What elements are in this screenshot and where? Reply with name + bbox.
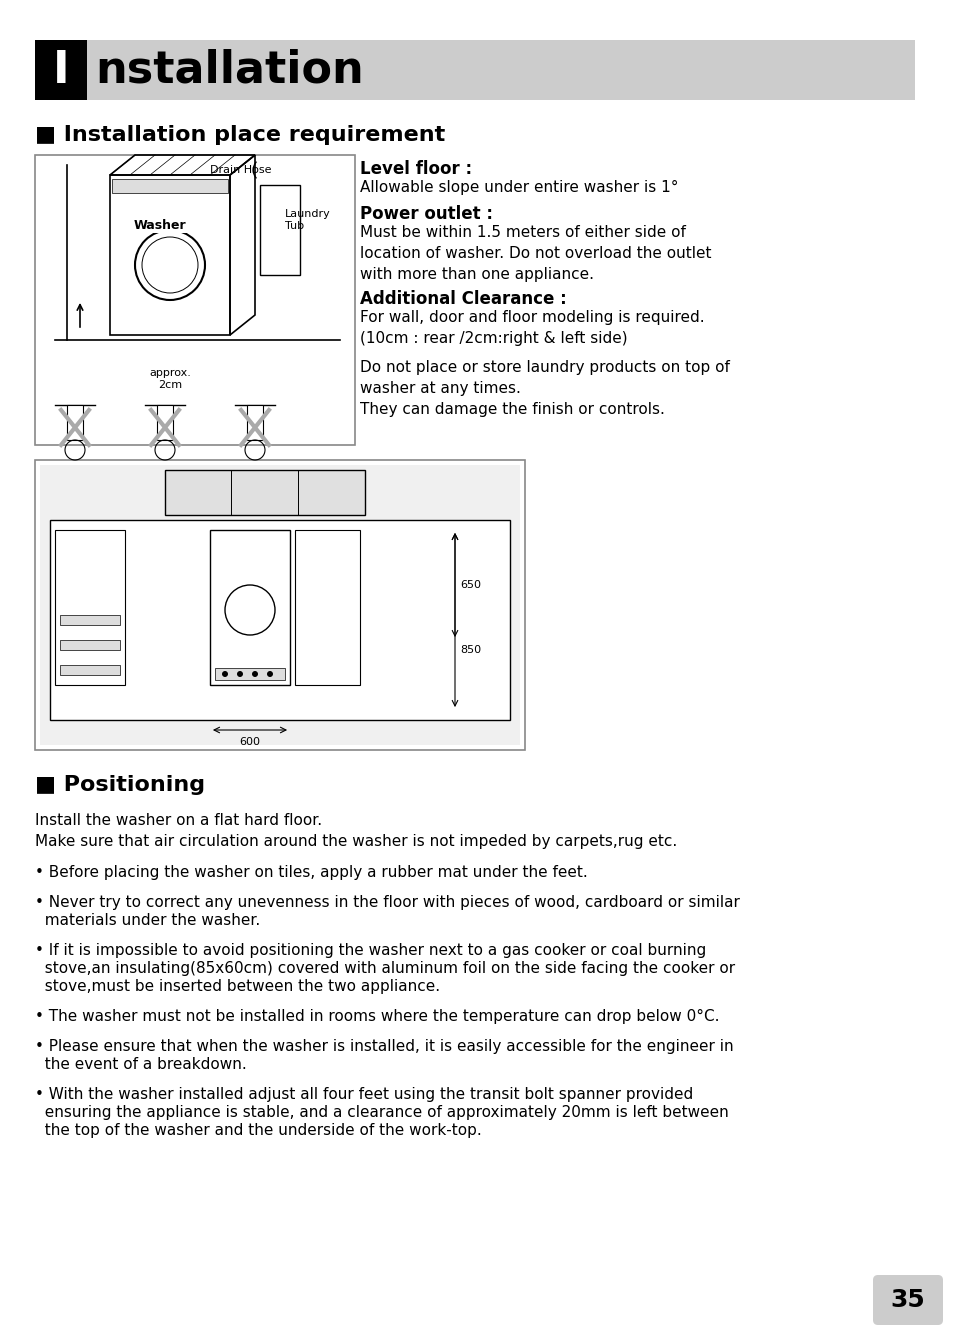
Text: 600: 600	[239, 737, 260, 747]
Text: • With the washer installed adjust all four feet using the transit bolt spanner : • With the washer installed adjust all f…	[35, 1088, 693, 1102]
Text: ■ Installation place requirement: ■ Installation place requirement	[35, 126, 445, 146]
Text: Level floor :: Level floor :	[359, 160, 472, 178]
Text: Additional Clearance :: Additional Clearance :	[359, 290, 566, 309]
Text: stove,must be inserted between the two appliance.: stove,must be inserted between the two a…	[35, 979, 439, 994]
Text: Install the washer on a flat hard floor.
Make sure that air circulation around t: Install the washer on a flat hard floor.…	[35, 814, 677, 848]
Bar	[210, 530, 290, 685]
Text: 850: 850	[459, 645, 480, 655]
Bar	[40, 465, 519, 745]
Text: Must be within 1.5 meters of either side of
location of washer. Do not overload : Must be within 1.5 meters of either side…	[359, 224, 711, 282]
Text: Power outlet :: Power outlet :	[359, 204, 493, 223]
FancyBboxPatch shape	[35, 40, 87, 100]
Text: I: I	[52, 48, 70, 91]
Text: Do not place or store laundry products on top of
washer at any times.
They can d: Do not place or store laundry products o…	[359, 359, 729, 417]
Circle shape	[267, 671, 273, 677]
Bar	[247, 405, 263, 440]
Bar	[60, 640, 120, 651]
Bar	[157, 405, 172, 440]
Text: 35: 35	[890, 1288, 924, 1312]
Bar	[35, 155, 355, 445]
Bar	[55, 530, 125, 685]
Text: approx.
2cm: approx. 2cm	[149, 367, 191, 390]
Text: the event of a breakdown.: the event of a breakdown.	[35, 1057, 247, 1071]
Text: Allowable slope under entire washer is 1°: Allowable slope under entire washer is 1…	[359, 180, 678, 195]
Text: materials under the washer.: materials under the washer.	[35, 912, 260, 929]
Text: the top of the washer and the underside of the work-top.: the top of the washer and the underside …	[35, 1124, 481, 1138]
Text: • Please ensure that when the washer is installed, it is easily accessible for t: • Please ensure that when the washer is …	[35, 1039, 733, 1054]
Circle shape	[222, 671, 228, 677]
Text: ■ Positioning: ■ Positioning	[35, 775, 205, 795]
Text: stove,an insulating(85x60cm) covered with aluminum foil on the side facing the c: stove,an insulating(85x60cm) covered wit…	[35, 961, 735, 977]
Text: • The washer must not be installed in rooms where the temperature can drop below: • The washer must not be installed in ro…	[35, 1009, 719, 1023]
Text: 650: 650	[459, 580, 480, 591]
Bar	[294, 530, 359, 685]
Bar	[260, 184, 299, 275]
Bar	[35, 460, 524, 749]
FancyBboxPatch shape	[872, 1275, 942, 1325]
FancyBboxPatch shape	[35, 40, 914, 100]
Text: Laundry
Tub: Laundry Tub	[285, 210, 331, 231]
Text: ensuring the appliance is stable, and a clearance of approximately 20mm is left : ensuring the appliance is stable, and a …	[35, 1105, 728, 1120]
Bar	[60, 615, 120, 625]
Bar	[67, 405, 83, 440]
Text: Washer: Washer	[133, 219, 186, 231]
Text: For wall, door and floor modeling is required.
(10cm : rear /2cm:right & left si: For wall, door and floor modeling is req…	[359, 310, 704, 346]
Text: • If it is impossible to avoid positioning the washer next to a gas cooker or co: • If it is impossible to avoid positioni…	[35, 943, 705, 958]
Text: • Never try to correct any unevenness in the floor with pieces of wood, cardboar: • Never try to correct any unevenness in…	[35, 895, 740, 910]
Bar	[60, 665, 120, 675]
Text: Drain Hose: Drain Hose	[210, 166, 272, 175]
Bar	[112, 179, 228, 192]
Bar	[165, 470, 365, 514]
Circle shape	[252, 671, 257, 677]
Text: • Before placing the washer on tiles, apply a rubber mat under the feet.: • Before placing the washer on tiles, ap…	[35, 864, 587, 880]
Bar	[214, 668, 285, 680]
Text: nstallation: nstallation	[95, 48, 363, 91]
Circle shape	[236, 671, 243, 677]
Bar	[50, 520, 510, 720]
